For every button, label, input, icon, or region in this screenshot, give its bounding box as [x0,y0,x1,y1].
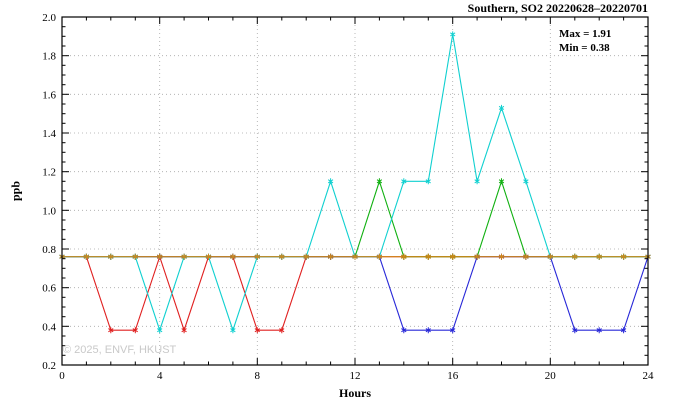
marker-orange [254,253,260,260]
x-tick-label: 8 [255,370,261,382]
marker-orange [425,253,431,260]
marker-cyan [401,178,407,185]
y-tick-label: 1.2 [42,167,56,179]
marker-red [254,327,260,334]
marker-blue [401,327,407,334]
max-value-label: Max = 1.91 [559,28,612,40]
chart-title: Southern, SO2 20220628–20220701 [467,1,648,15]
y-tick-label: 0.2 [42,360,56,372]
marker-orange [157,253,163,260]
marker-orange [132,253,138,260]
marker-cyan [498,104,505,111]
marker-orange [376,253,383,260]
y-axis-title: ppb [8,180,23,202]
y-tick-label: 0.8 [42,244,56,256]
marker-cyan [425,178,431,185]
y-tick-label: 1.0 [42,205,56,217]
marker-cyan [474,178,480,185]
marker-cyan [157,327,163,334]
marker-green [498,178,505,185]
marker-cyan [327,178,334,185]
marker-orange [450,253,456,260]
marker-orange [474,253,480,260]
marker-red [108,327,114,334]
marker-cyan [523,178,529,185]
y-tick-label: 1.6 [42,89,56,101]
marker-red [132,327,138,334]
y-tick-label: 1.4 [42,128,56,140]
marker-orange [523,253,529,260]
marker-orange [83,253,90,260]
x-tick-label: 24 [643,370,655,382]
x-tick-label: 0 [59,370,65,382]
y-tick-label: 0.4 [42,321,56,333]
marker-orange [230,253,236,260]
marker-orange [181,253,187,260]
watermark: © 2025, ENVF, HKUST [63,344,177,356]
x-axis-title: Hours [338,386,372,400]
marker-cyan [230,327,236,334]
marker-orange [205,253,212,260]
marker-orange [303,253,309,260]
marker-orange [596,253,602,260]
marker-red [279,327,285,334]
x-tick-label: 20 [545,370,557,382]
x-tick-label: 4 [157,370,163,382]
marker-orange [572,253,578,260]
marker-blue [572,327,578,334]
marker-blue [450,327,456,334]
marker-orange [498,253,505,260]
marker-green [376,178,383,185]
marker-orange [547,253,553,260]
x-tick-label: 12 [350,370,361,382]
marker-orange [279,253,285,260]
marker-orange [401,253,407,260]
marker-red [181,327,187,334]
marker-cyan [450,31,456,38]
y-tick-label: 0.6 [42,283,56,295]
x-tick-label: 16 [447,370,459,382]
marker-orange [352,253,358,260]
marker-orange [327,253,334,260]
marker-blue [620,327,627,334]
marker-orange [620,253,627,260]
y-tick-label: 2.0 [42,12,56,24]
min-value-label: Min = 0.38 [559,42,610,54]
y-tick-label: 1.8 [42,51,56,63]
stats-annotation: Max = 1.91 Min = 0.38 [559,27,611,55]
marker-blue [425,327,431,334]
marker-orange [108,253,114,260]
marker-blue [596,327,602,334]
